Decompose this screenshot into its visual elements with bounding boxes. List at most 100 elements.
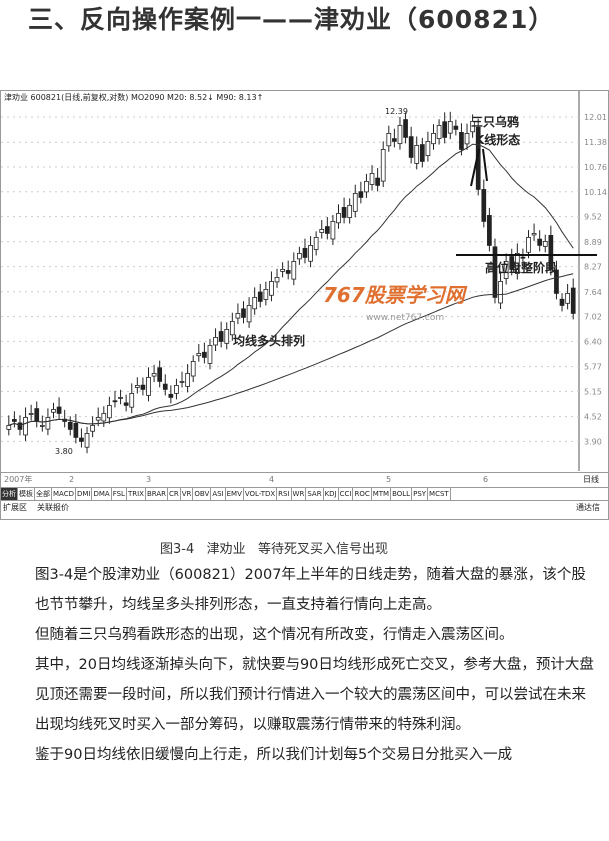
candle-body	[207, 344, 213, 364]
candle-body	[246, 304, 252, 323]
candle-body	[425, 141, 431, 157]
y-tick-label: 9.52	[584, 213, 602, 222]
indicator-tab[interactable]: RSI	[278, 488, 292, 500]
tab-related-quotes[interactable]: 关联报价	[37, 503, 69, 512]
indicator-tab[interactable]: KDJ	[324, 488, 339, 500]
candle-body	[39, 424, 45, 427]
candle-body	[419, 144, 425, 162]
candle-body	[302, 247, 308, 258]
candle-body	[341, 207, 347, 218]
low-label: 3.80	[55, 447, 73, 456]
candle-body	[17, 422, 23, 430]
paragraph: 鉴于90日均线依旧缓慢向上行走，所以我们计划每5个交易日分批买入一成	[35, 747, 513, 763]
candle-body	[392, 138, 397, 142]
indicator-tab[interactable]: SAR	[307, 488, 324, 500]
candle-body	[509, 256, 515, 270]
candle-body	[79, 437, 84, 442]
annotation-range: 高位盘整阶段	[485, 261, 558, 275]
indicator-tab[interactable]: WR	[292, 488, 307, 500]
indicator-tab[interactable]: ASI	[212, 488, 226, 500]
candle-body	[202, 351, 207, 358]
candle-body	[570, 287, 576, 314]
indicator-tab[interactable]: 分析	[1, 488, 18, 500]
candle-body	[487, 215, 492, 246]
candle-body	[403, 119, 408, 138]
indicator-tab[interactable]: DMI	[76, 488, 93, 500]
candle-body	[459, 132, 464, 150]
y-tick-label: 3.90	[584, 437, 602, 446]
candle-body	[514, 252, 520, 274]
stock-chart: 津劝业 600821(日线,前复权,对数) MO2090 M20: 8.52↓ …	[0, 90, 609, 520]
candle-body	[123, 402, 129, 406]
indicator-tab[interactable]: MTM	[372, 488, 392, 500]
indicator-tab[interactable]: MACD	[53, 488, 76, 500]
month-label: 4	[269, 475, 275, 484]
indicator-tab[interactable]: FSL	[112, 488, 127, 500]
candle-body	[498, 280, 503, 304]
candle-body	[559, 298, 565, 306]
indicator-tab[interactable]: DMA	[93, 488, 112, 500]
body-text: 图3-4 津劝业 等待死叉买入信号出现 图3-4是个股津劝业（600821）20…	[35, 540, 595, 770]
indicator-tab[interactable]: VR	[181, 488, 194, 500]
indicator-tab[interactable]: BOLL	[392, 488, 413, 500]
candle-body	[565, 292, 570, 304]
indicator-tab[interactable]: PSY	[413, 488, 429, 500]
y-tick-label: 12.01	[584, 113, 607, 122]
candle-body	[464, 133, 470, 145]
indicator-tab[interactable]: OBV	[194, 488, 212, 500]
indicator-tab[interactable]: ROC	[354, 488, 372, 500]
indicator-tab[interactable]: 模板	[19, 488, 35, 500]
candle-body	[431, 133, 436, 145]
month-label: 2007年	[4, 475, 33, 484]
figure-caption: 图3-4 津劝业 等待死叉买入信号出现	[160, 542, 389, 557]
indicator-tab[interactable]: CR	[169, 488, 181, 500]
indicator-tab[interactable]: MCST	[429, 488, 451, 500]
indicator-tab[interactable]: VOL-TDX	[244, 488, 278, 500]
candle-body	[274, 276, 280, 283]
indicator-tab[interactable]: CCI	[339, 488, 354, 500]
month-axis: 2007年 2 3 4 5 6 日线	[1, 472, 608, 487]
candle-body	[23, 416, 28, 436]
candle-body	[67, 421, 73, 430]
candle-body	[151, 372, 157, 377]
candle-body	[196, 352, 202, 357]
period-label[interactable]: 日线	[583, 475, 599, 484]
candle-body	[73, 423, 79, 438]
candle-body	[252, 296, 258, 310]
y-tick-label: 4.52	[584, 413, 602, 422]
candle-body	[263, 288, 269, 300]
indicator-tab[interactable]: TRIX	[127, 488, 146, 500]
y-tick-label: 5.15	[584, 387, 602, 396]
candle-body	[297, 252, 302, 260]
high-label: 12.39	[385, 107, 408, 116]
candle-body	[330, 220, 336, 240]
candle-body	[447, 120, 453, 134]
candle-body	[45, 416, 51, 430]
month-label: 2	[69, 475, 75, 484]
indicator-tab[interactable]: 全部	[36, 488, 52, 500]
candle-body	[140, 384, 146, 390]
bottom-bar: 扩展区 关联报价 通达信	[1, 500, 608, 514]
candle-body	[134, 384, 140, 388]
candle-body	[146, 376, 151, 396]
candle-body	[336, 213, 341, 224]
candle-body	[380, 149, 386, 182]
indicator-tab[interactable]: BRAR	[146, 488, 168, 500]
candle-body	[112, 400, 118, 403]
candle-body	[285, 270, 291, 274]
tab-extension[interactable]: 扩展区	[3, 503, 27, 512]
y-tick-label: 11.38	[584, 138, 607, 147]
candle-body	[235, 312, 241, 319]
candle-body	[453, 125, 459, 130]
y-tick-label: 10.76	[584, 163, 607, 172]
candle-body	[229, 320, 235, 336]
candle-body	[352, 193, 358, 212]
annotation-three-crows: 三只乌鸦	[471, 115, 520, 129]
candle-body	[174, 384, 179, 394]
candle-body	[218, 331, 224, 342]
indicator-tab[interactable]: EMV	[226, 488, 244, 500]
ma20-line	[8, 143, 574, 426]
candle-body	[118, 396, 123, 399]
arrow-lines	[470, 148, 488, 187]
brand-label: 通达信	[576, 503, 600, 512]
